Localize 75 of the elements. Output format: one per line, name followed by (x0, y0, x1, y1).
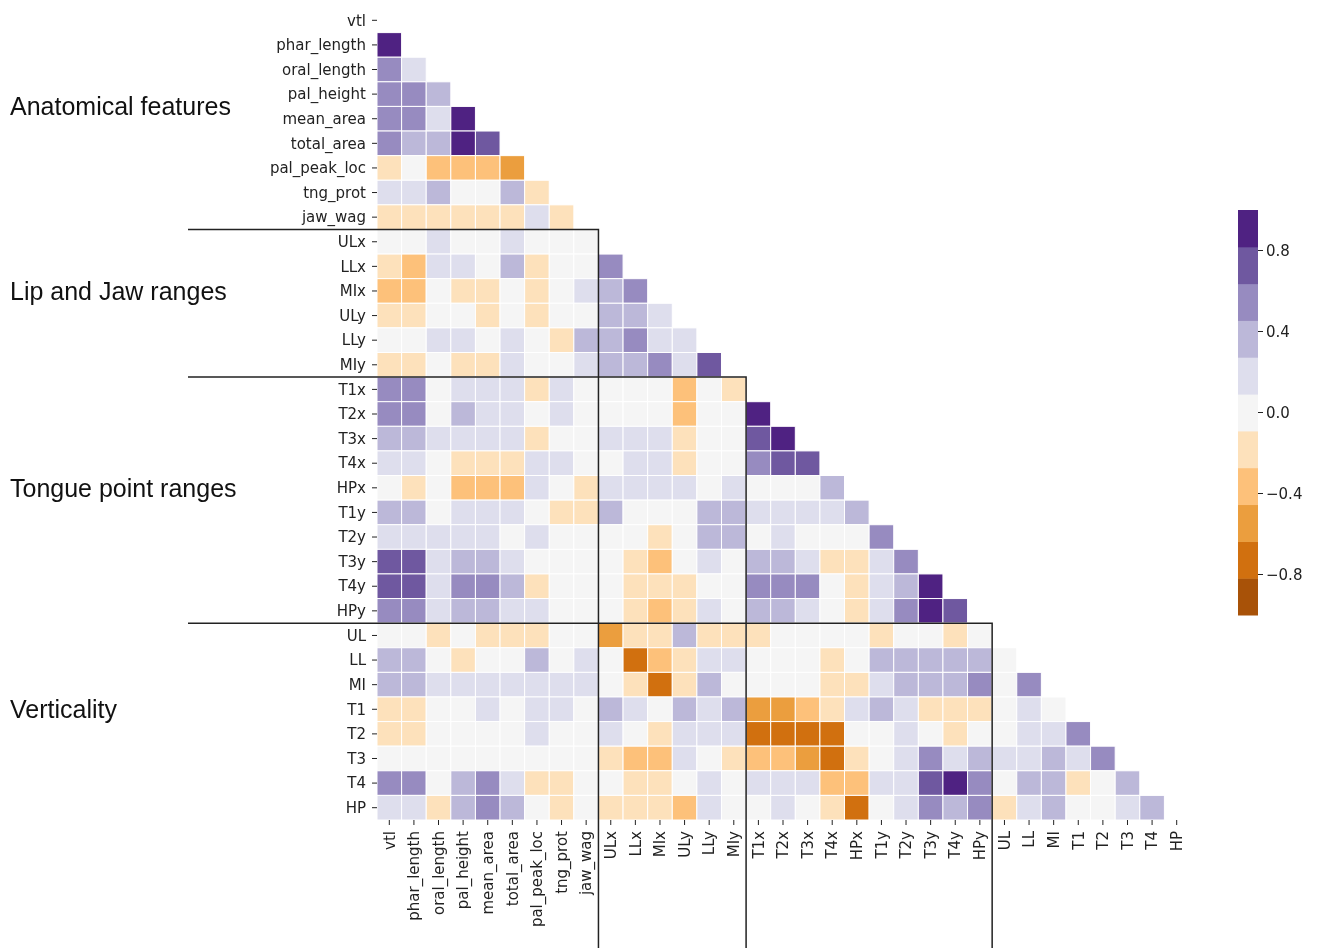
x-tick-label: UL (995, 830, 1014, 851)
y-tick-label: vtl (347, 11, 366, 30)
y-tick-label: T2x (337, 405, 367, 424)
x-tick-label: ULx (602, 830, 621, 860)
x-tick-label: T2y (897, 830, 916, 860)
y-tick-label: HP (345, 798, 366, 817)
y-tick-label: UL (346, 626, 367, 645)
x-tick-label: LL (1020, 830, 1039, 848)
x-tick-label: T1x (749, 830, 768, 860)
y-tick-label: mean_area (282, 109, 366, 129)
text: Verticality (10, 695, 118, 724)
x-tick-label: pal_height (454, 830, 474, 910)
y-tick-label: T2 (346, 725, 366, 744)
color-bar-label: −0.8 (1266, 565, 1303, 584)
x-tick-label: MIy (725, 830, 744, 858)
text: Lip and Jaw ranges (10, 276, 227, 305)
x-tick-label: T4x (823, 830, 842, 860)
x-tick-label: HPy (971, 830, 990, 861)
color-bar-label: 0.8 (1266, 241, 1290, 260)
y-tick-label: jaw_wag (300, 208, 366, 228)
color-bar-label: 0.4 (1266, 322, 1290, 341)
color-bar-label: 0.0 (1266, 403, 1290, 422)
color-bar-label: −0.4 (1266, 484, 1303, 503)
y-tick-label: T2y (337, 528, 367, 547)
text: Anatomical features (10, 92, 231, 121)
y-tick-label: pal_peak_loc (269, 159, 366, 179)
x-tick-label: ULy (675, 830, 694, 858)
x-tick-label: LLy (700, 830, 719, 856)
y-tick-label: T4x (337, 454, 367, 473)
y-tick-label: LLy (341, 331, 367, 350)
x-tick-label: jaw_wag (577, 831, 597, 897)
x-tick-label: T3x (798, 830, 817, 860)
y-tick-label: T1 (346, 700, 366, 719)
y-tick-label: tng_prot (303, 183, 367, 203)
y-tick-label: T3x (337, 429, 367, 448)
y-tick-label: total_area (290, 134, 366, 154)
x-tick-label: LLx (626, 830, 645, 857)
y-tick-label: T4 (346, 774, 366, 793)
x-tick-label: oral_length (429, 831, 449, 916)
y-tick-label: LL (349, 651, 367, 670)
x-tick-label: T1 (1069, 831, 1088, 851)
x-tick-label: T4 (1143, 831, 1162, 851)
y-tick-label: LLx (340, 257, 367, 276)
y-tick-label: oral_length (281, 60, 366, 80)
x-tick-label: T2 (1094, 831, 1113, 851)
x-tick-label: T3 (1118, 831, 1137, 851)
x-tick-label: tng_prot (552, 830, 572, 894)
x-tick-label: T1y (872, 830, 891, 860)
x-tick-label: vtl (380, 831, 399, 850)
y-tick-label: ULy (339, 306, 367, 325)
x-tick-label: pal_peak_loc (528, 831, 548, 928)
y-tick-label: HPx (336, 479, 367, 498)
text: Tongue point ranges (10, 473, 237, 502)
x-tick-label: total_area (503, 831, 523, 907)
x-tick-label: mean_area (478, 831, 498, 915)
x-tick-label: HPx (848, 830, 867, 861)
x-tick-label: phar_length (405, 831, 425, 921)
y-tick-label: T4y (337, 577, 367, 596)
x-tick-label: T2x (774, 830, 793, 860)
y-tick-label: MIx (339, 282, 367, 301)
y-tick-label: ULx (337, 233, 367, 252)
x-tick-label: MIx (651, 830, 670, 858)
x-tick-label: MI (1044, 831, 1063, 849)
y-tick-label: MIy (339, 356, 367, 375)
y-tick-label: phar_length (276, 36, 366, 56)
y-tick-label: T1x (337, 380, 367, 399)
x-tick-label: HP (1167, 831, 1186, 852)
x-tick-label: T4y (946, 830, 965, 860)
x-tick-label: T3y (921, 830, 940, 860)
y-tick-label: pal_height (287, 85, 367, 105)
y-tick-label: MI (348, 675, 366, 694)
y-tick-label: T3 (346, 749, 366, 768)
y-tick-label: T3y (337, 552, 367, 571)
y-tick-label: T1y (337, 503, 367, 522)
y-tick-label: HPy (336, 602, 367, 621)
